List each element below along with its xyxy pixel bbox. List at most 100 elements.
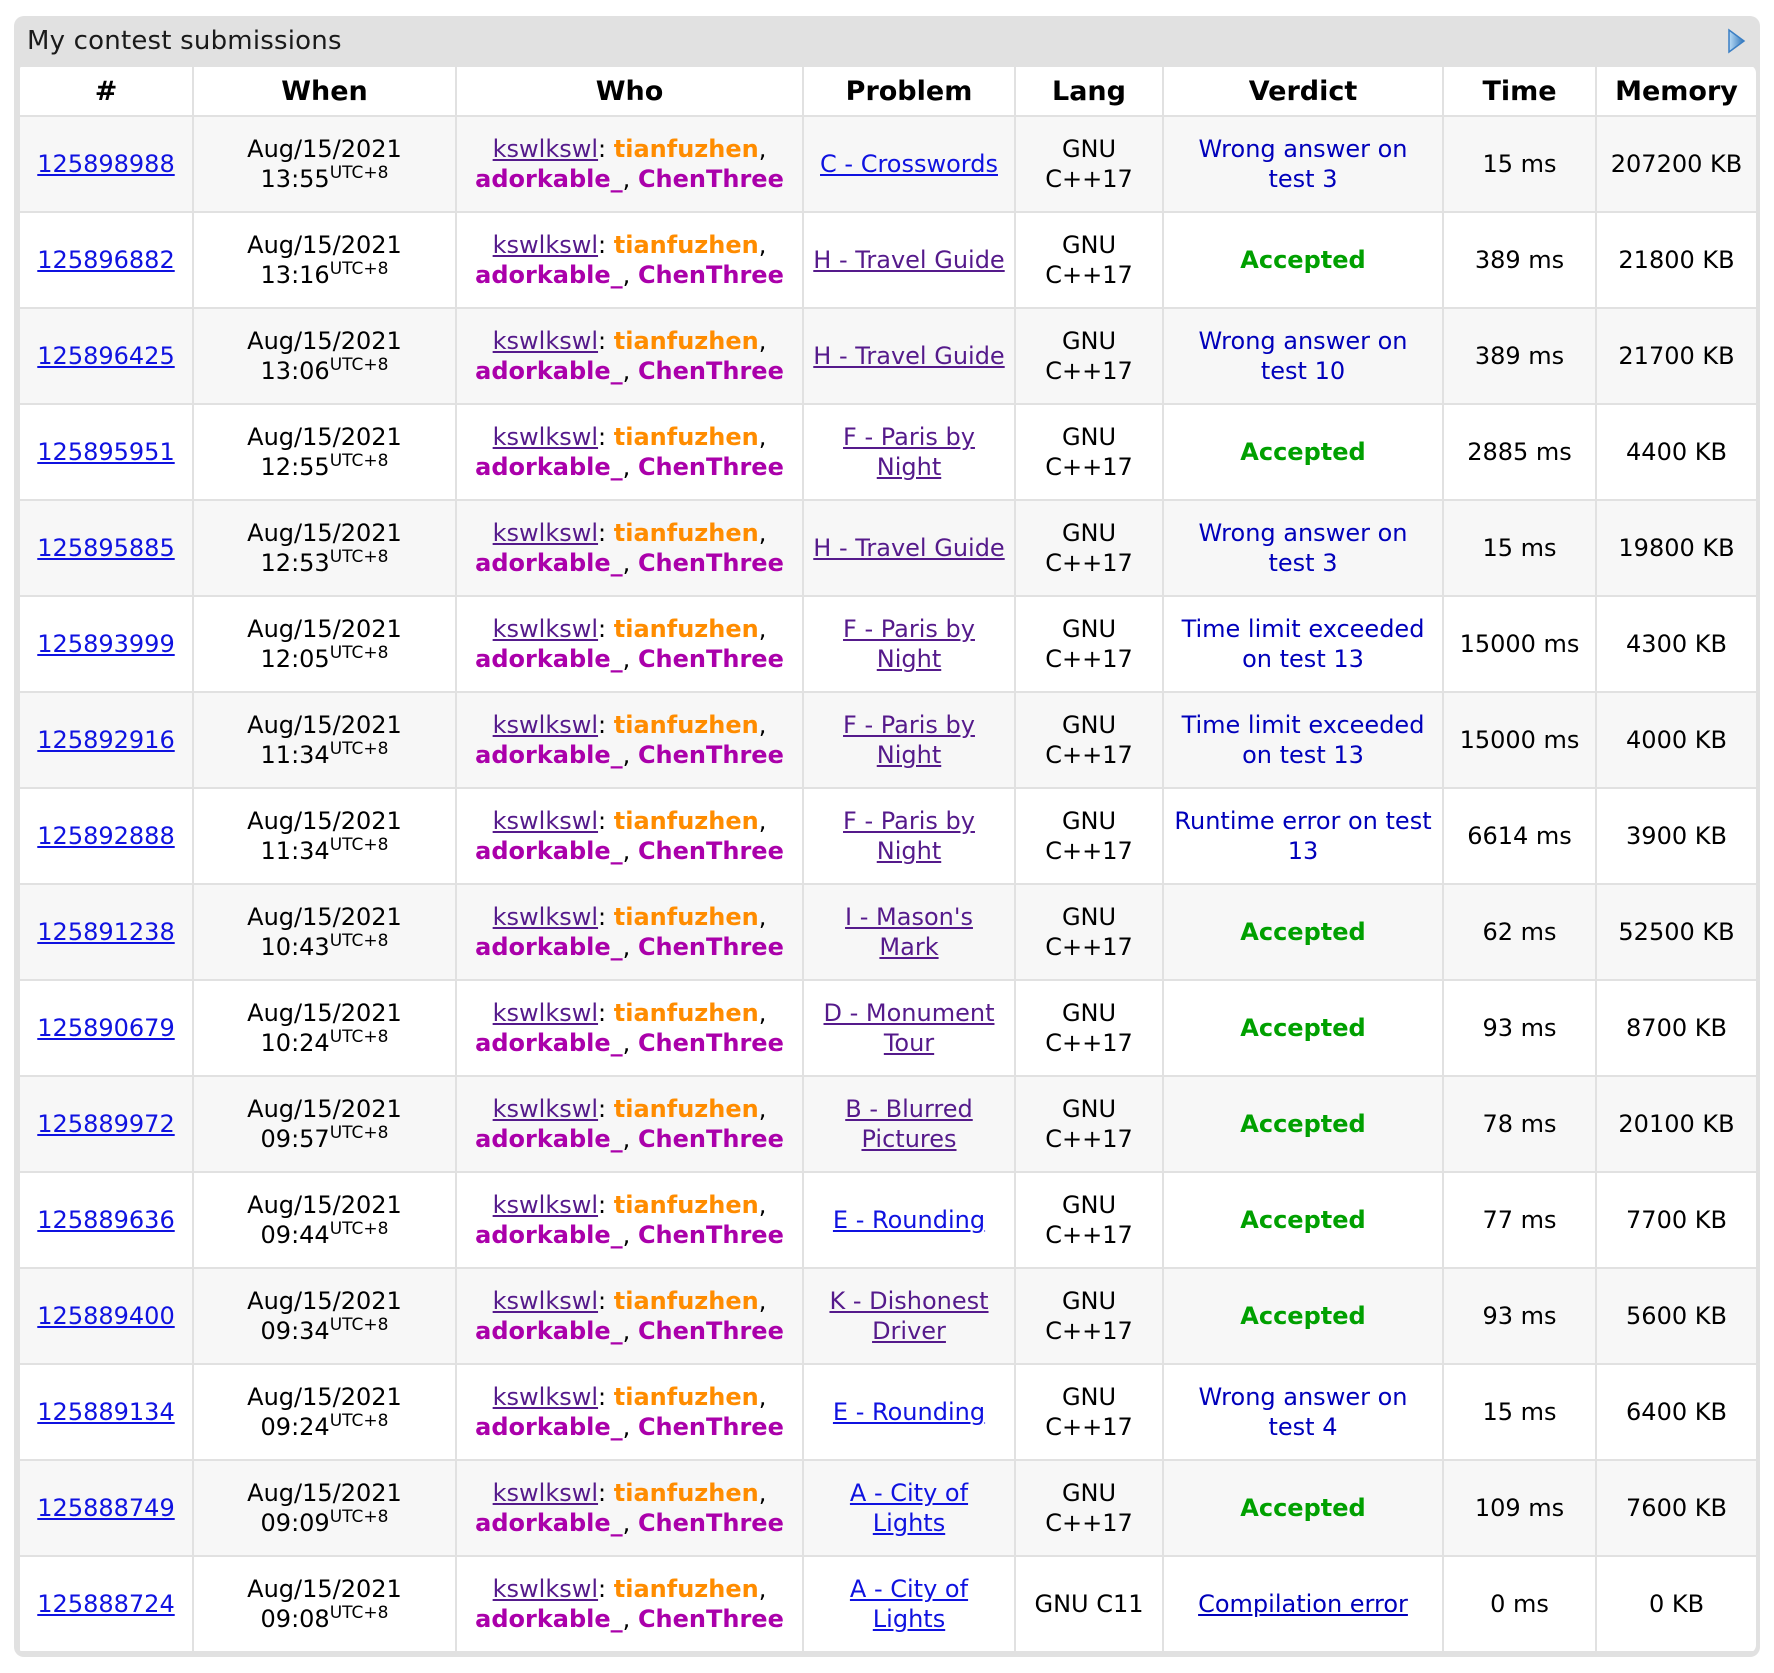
team-link[interactable]: kswlkswl — [492, 327, 599, 355]
team-member-handle: tianfuzhen — [613, 1287, 759, 1315]
problem-link[interactable]: F - Paris by Night — [843, 615, 975, 673]
submission-id-link[interactable]: 125896425 — [37, 342, 175, 370]
problem-link[interactable]: D - Monument Tour — [823, 999, 995, 1057]
submission-id-link[interactable]: 125892888 — [37, 822, 175, 850]
memory-cell: 4300 KB — [1595, 595, 1756, 693]
time-cell: 6614 ms — [1442, 787, 1597, 885]
expand-arrow-icon[interactable] — [1727, 28, 1746, 54]
submission-id-link[interactable]: 125892916 — [37, 726, 175, 754]
who-cell: kswlkswl: tianfuzhen, adorkable_, ChenTh… — [455, 211, 804, 309]
submission-time: 12:05UTC+8 — [260, 643, 389, 674]
team-link[interactable]: kswlkswl — [492, 903, 599, 931]
team-link[interactable]: kswlkswl — [492, 519, 599, 547]
problem-cell: H - Travel Guide — [802, 499, 1016, 597]
col-header-when: When — [192, 65, 457, 117]
problem-link[interactable]: H - Travel Guide — [813, 534, 1005, 562]
team-link[interactable]: kswlkswl — [492, 1287, 599, 1315]
problem-link[interactable]: E - Rounding — [832, 1398, 986, 1426]
lang-cell: GNU C++17 — [1014, 499, 1164, 597]
submission-time: 09:57UTC+8 — [260, 1123, 389, 1154]
when-cell: Aug/15/2021 12:05UTC+8 — [192, 595, 457, 693]
memory-cell: 207200 KB — [1595, 115, 1756, 213]
time-cell: 0 ms — [1442, 1555, 1597, 1653]
lang-cell: GNU C++17 — [1014, 403, 1164, 501]
problem-link[interactable]: F - Paris by Night — [843, 711, 975, 769]
problem-cell: B - Blurred Pictures — [802, 1075, 1016, 1173]
timezone-label: UTC+8 — [329, 163, 389, 183]
verdict-cell: Time limit exceeded on test 13 — [1162, 595, 1444, 693]
lang-cell: GNU C++17 — [1014, 883, 1164, 981]
team-link[interactable]: kswlkswl — [492, 615, 599, 643]
submission-id-link[interactable]: 125895951 — [37, 438, 175, 466]
time-cell: 77 ms — [1442, 1171, 1597, 1269]
submission-id-link[interactable]: 125898988 — [37, 150, 175, 178]
team-link[interactable]: kswlkswl — [492, 1191, 599, 1219]
team-member-handle: tianfuzhen — [613, 231, 759, 259]
submission-date: Aug/15/2021 — [247, 1383, 402, 1411]
timezone-label: UTC+8 — [329, 931, 389, 951]
team-link[interactable]: kswlkswl — [492, 135, 599, 163]
team-member-handle: adorkable_ — [475, 741, 623, 769]
verdict-text: Accepted — [1240, 918, 1366, 946]
timezone-label: UTC+8 — [329, 1027, 389, 1047]
team-link[interactable]: kswlkswl — [492, 999, 599, 1027]
team-link[interactable]: kswlkswl — [492, 1095, 599, 1123]
team-link[interactable]: kswlkswl — [492, 1575, 599, 1603]
submission-id-link[interactable]: 125889134 — [37, 1398, 175, 1426]
submission-time: 09:34UTC+8 — [260, 1315, 389, 1346]
problem-link[interactable]: B - Blurred Pictures — [845, 1095, 973, 1153]
submission-id-link[interactable]: 125888749 — [37, 1494, 175, 1522]
verdict-text: Accepted — [1240, 1014, 1366, 1042]
problem-link[interactable]: A - City of Lights — [849, 1479, 969, 1537]
submission-id-link[interactable]: 125893999 — [37, 630, 175, 658]
problem-link[interactable]: K - Dishonest Driver — [829, 1287, 989, 1345]
submission-row: 125892916 Aug/15/2021 11:34UTC+8 kswlkswl… — [18, 691, 1756, 789]
problem-link[interactable]: I - Mason's Mark — [845, 903, 973, 961]
problem-link[interactable]: A - City of Lights — [849, 1575, 969, 1633]
problem-cell: H - Travel Guide — [802, 211, 1016, 309]
problem-link[interactable]: E - Rounding — [832, 1206, 986, 1234]
submission-row: 125892888 Aug/15/2021 11:34UTC+8 kswlkswl… — [18, 787, 1756, 885]
team-link[interactable]: kswlkswl — [492, 423, 599, 451]
submission-id-link[interactable]: 125891238 — [37, 918, 175, 946]
submission-id-link[interactable]: 125889636 — [37, 1206, 175, 1234]
submission-time: 11:34UTC+8 — [260, 835, 389, 866]
submission-row: 125888749 Aug/15/2021 09:09UTC+8 kswlkswl… — [18, 1459, 1756, 1557]
team-link[interactable]: kswlkswl — [492, 1479, 599, 1507]
verdict-text: Wrong answer on test 4 — [1198, 1383, 1408, 1441]
team-link[interactable]: kswlkswl — [492, 807, 599, 835]
verdict-cell: Time limit exceeded on test 13 — [1162, 691, 1444, 789]
time-cell: 15 ms — [1442, 1363, 1597, 1461]
problem-cell: C - Crosswords — [802, 115, 1016, 213]
when-cell: Aug/15/2021 13:55UTC+8 — [192, 115, 457, 213]
team-link[interactable]: kswlkswl — [492, 231, 599, 259]
submission-id-link[interactable]: 125888724 — [37, 1590, 175, 1618]
team-link[interactable]: kswlkswl — [492, 711, 599, 739]
team-link[interactable]: kswlkswl — [492, 1383, 599, 1411]
problem-link[interactable]: H - Travel Guide — [813, 246, 1005, 274]
submission-id-link[interactable]: 125896882 — [37, 246, 175, 274]
problem-link[interactable]: F - Paris by Night — [843, 423, 975, 481]
submission-id-cell: 125889972 — [18, 1075, 194, 1173]
col-header-time: Time — [1442, 65, 1597, 117]
submission-date: Aug/15/2021 — [247, 1479, 402, 1507]
submission-id-link[interactable]: 125890679 — [37, 1014, 175, 1042]
verdict-text: Accepted — [1240, 1494, 1366, 1522]
verdict-text[interactable]: Compilation error — [1198, 1590, 1408, 1618]
submission-date: Aug/15/2021 — [247, 231, 402, 259]
who-cell: kswlkswl: tianfuzhen, adorkable_, ChenTh… — [455, 595, 804, 693]
team-member-handle: ChenThree — [637, 549, 784, 577]
submission-date: Aug/15/2021 — [247, 135, 402, 163]
problem-link[interactable]: F - Paris by Night — [843, 807, 975, 865]
submission-id-link[interactable]: 125889400 — [37, 1302, 175, 1330]
team-member-handle: tianfuzhen — [613, 1095, 759, 1123]
submission-date: Aug/15/2021 — [247, 807, 402, 835]
problem-link[interactable]: C - Crosswords — [820, 150, 998, 178]
timezone-label: UTC+8 — [329, 451, 389, 471]
submission-id-link[interactable]: 125889972 — [37, 1110, 175, 1138]
problem-cell: F - Paris by Night — [802, 403, 1016, 501]
submission-id-link[interactable]: 125895885 — [37, 534, 175, 562]
team-member-handle: adorkable_ — [475, 933, 623, 961]
problem-link[interactable]: H - Travel Guide — [813, 342, 1005, 370]
submission-id-cell: 125889636 — [18, 1171, 194, 1269]
